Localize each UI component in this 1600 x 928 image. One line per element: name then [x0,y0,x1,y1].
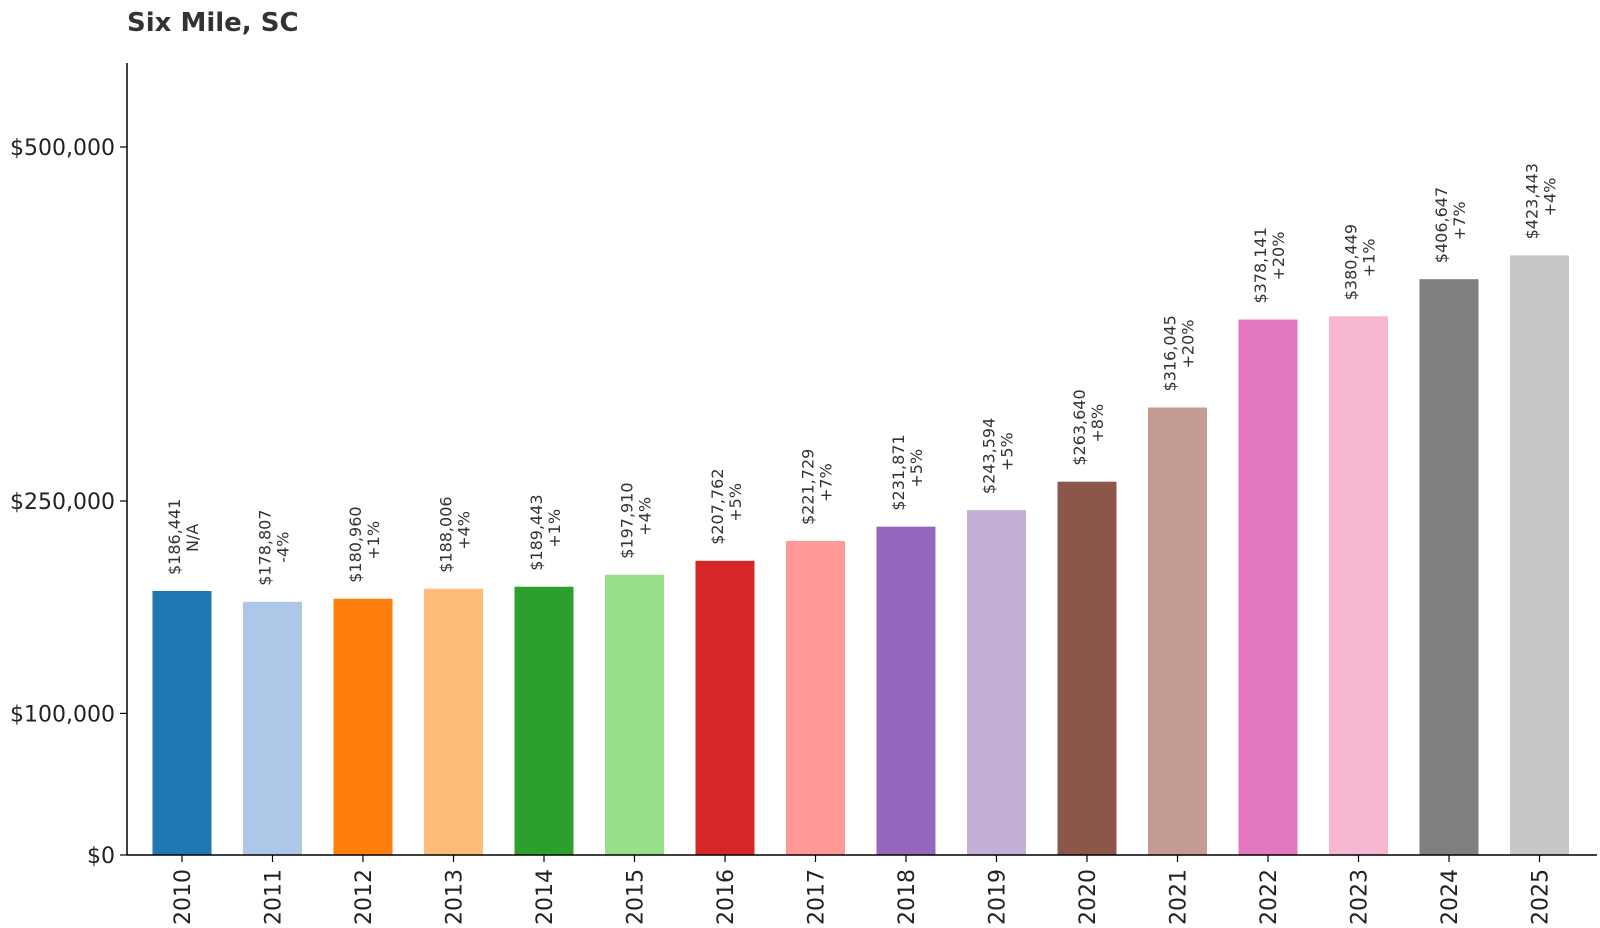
bar-value-label: $221,729 [799,449,818,525]
bar-value-label: $406,647 [1432,187,1451,263]
bar-2012 [333,598,393,855]
bar-2022 [1238,319,1298,855]
x-tick-label: 2019 [986,869,1011,925]
x-tick-label: 2012 [352,869,377,925]
bar-change-label: +1% [545,509,564,548]
bar-value-label: $243,594 [980,418,999,494]
bar-2014 [514,586,574,855]
bar-value-label: $188,006 [437,496,456,572]
bar-value-label: $380,449 [1342,224,1361,300]
bar-change-label: +5% [998,432,1017,471]
x-tick-label: 2018 [895,869,920,925]
chart-title: Six Mile, SC [127,8,299,38]
x-tick-label: 2016 [714,869,739,925]
bar-change-label: N/A [183,524,202,552]
bar-change-label: +5% [907,449,926,488]
y-tick-label: $0 [87,844,115,869]
x-tick-label: 2014 [533,869,558,925]
bar-value-label: $207,762 [708,468,727,544]
bar-2015 [605,574,664,855]
bar-value-label: $178,807 [256,509,275,585]
bar-change-label: +7% [817,463,836,502]
bar-change-label: +4% [1541,178,1560,217]
y-tick-label: $500,000 [10,136,115,161]
y-tick-label: $250,000 [10,490,115,515]
bar-value-label: $231,871 [889,434,908,510]
bar-value-label: $263,640 [1070,389,1089,465]
bar-2010 [152,590,212,855]
x-tick-label: 2015 [624,869,649,925]
x-tick-label: 2017 [805,869,830,925]
bar-2018 [876,526,936,855]
bar-value-label: $189,443 [527,494,546,570]
y-tick-label: $100,000 [10,702,115,727]
x-tick-label: 2021 [1167,869,1192,925]
bar-value-label: $378,141 [1251,227,1270,303]
bar-2020 [1057,481,1117,855]
bar-change-label: +8% [1088,404,1107,443]
bar-value-label: $423,443 [1523,163,1542,239]
bar-2019 [967,510,1026,855]
x-tick-label: 2010 [171,869,196,925]
bar-2021 [1148,407,1207,855]
x-tick-label: 2022 [1257,869,1282,925]
bar-value-label: $316,045 [1161,315,1180,391]
bars-group [152,255,1569,856]
bar-change-label: -4% [274,532,293,563]
bar-change-label: +7% [1450,201,1469,240]
bar-2023 [1329,316,1388,856]
x-ticks-group: 2010 2011 2012 2013 2014 2015 2016 2017 2018 2019… [171,855,1554,925]
bar-labels-group: $186,441 N/A $178,807 -4% $180,960 +1% $188,00… [165,163,1560,586]
x-tick-label: 2025 [1529,869,1554,925]
bar-2011 [243,601,302,855]
bar-change-label: +5% [726,483,745,522]
bar-change-label: +1% [1360,238,1379,277]
bar-value-label: $186,441 [165,499,184,575]
bar-change-label: +20% [1179,320,1198,369]
x-tick-label: 2024 [1438,869,1463,925]
bar-change-label: +1% [364,521,383,560]
y-ticks-group: $0 $100,000 $250,000 $500,000 [10,136,127,869]
x-tick-label: 2020 [1076,869,1101,925]
bar-2013 [424,588,483,855]
bar-2024 [1419,279,1479,855]
bar-2016 [695,560,755,855]
x-tick-label: 2023 [1348,869,1373,925]
bar-change-label: +4% [636,497,655,536]
bar-change-label: +20% [1269,232,1288,281]
x-tick-label: 2013 [443,869,468,925]
bar-value-label: $197,910 [618,482,637,558]
bar-change-label: +4% [455,511,474,550]
bar-value-label: $180,960 [346,506,365,582]
bar-2017 [786,541,845,855]
x-tick-label: 2011 [262,869,287,925]
bar-2025 [1510,255,1569,855]
